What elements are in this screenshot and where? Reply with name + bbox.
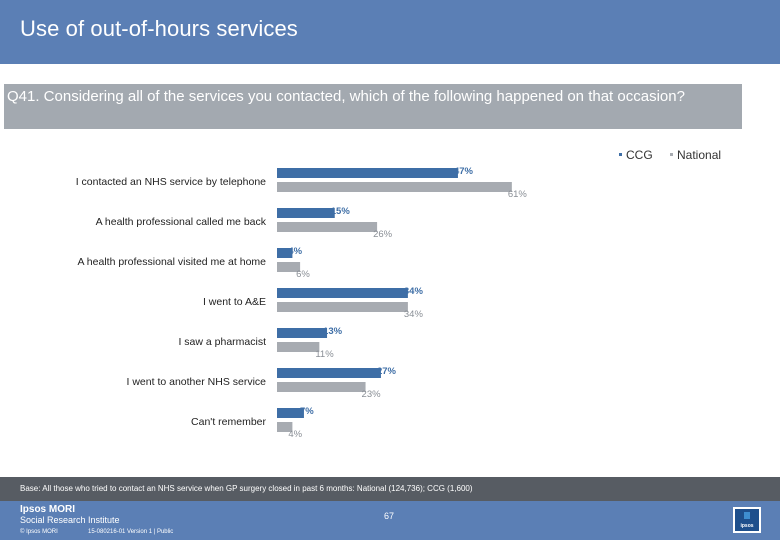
bar-national (277, 382, 366, 392)
ipsos-mori-logo: Ipsos MORI Social Research Institute (20, 504, 120, 526)
legend-swatch-ccg (619, 153, 622, 157)
data-label-national: 34% (404, 309, 424, 320)
bar-chart: I contacted an NHS service by telephone 4… (76, 166, 528, 440)
category-label: I saw a pharmacist (178, 336, 266, 348)
category-label: I went to A&E (203, 296, 266, 308)
page-title: Use of out-of-hours services (20, 16, 298, 41)
category-label: I went to another NHS service (127, 376, 267, 388)
data-label-national: 61% (508, 189, 528, 200)
bar-ccg (277, 248, 293, 258)
bar-national (277, 302, 408, 312)
category-label: A health professional visited me at home (77, 256, 266, 268)
title-bar: Use of out-of-hours services (0, 0, 780, 64)
bar-national (277, 422, 293, 432)
data-label-national: 11% (315, 349, 334, 360)
data-label-national: 6% (296, 269, 310, 280)
bar-ccg (277, 288, 408, 298)
legend-label-national: National (677, 148, 722, 162)
base-note-bar: Base: All those who tried to contact an … (0, 477, 780, 501)
logo-line2: Social Research Institute (20, 515, 120, 525)
data-label-ccg: 27% (377, 366, 397, 377)
question-text: Q41. Considering all of the services you… (7, 88, 685, 105)
bar-ccg (277, 408, 304, 418)
ipsos-badge-logo: ipsos (733, 507, 761, 533)
legend-item-national: National (670, 148, 721, 162)
bar-national (277, 342, 320, 352)
data-label-national: 26% (373, 229, 393, 240)
copyright: © Ipsos MORI (20, 529, 58, 535)
legend-label-ccg: CCG (626, 148, 653, 162)
bar-ccg (277, 168, 458, 178)
data-label-ccg: 15% (331, 206, 351, 217)
page-number: 67 (384, 511, 395, 521)
category-label: Can't remember (191, 416, 266, 428)
bar-ccg (277, 208, 335, 218)
data-label-national: 4% (288, 429, 302, 440)
data-label-ccg: 34% (404, 286, 424, 297)
logo-line1: Ipsos MORI (20, 504, 76, 515)
category-label: I contacted an NHS service by telephone (76, 176, 266, 188)
question-box: Q41. Considering all of the services you… (4, 84, 742, 129)
data-label-national: 23% (362, 389, 382, 400)
bar-ccg (277, 368, 381, 378)
bar-national (277, 222, 378, 232)
data-label-ccg: 47% (454, 166, 474, 177)
legend-swatch-national (670, 153, 673, 157)
job-reference: 15-080216-01 Version 1 | Public (88, 529, 174, 535)
data-label-ccg: 7% (300, 406, 314, 417)
base-note: Base: All those who tried to contact an … (20, 484, 473, 493)
data-label-ccg: 13% (323, 326, 343, 337)
bar-national (277, 182, 512, 192)
category-label: A health professional called me back (96, 216, 267, 228)
bar-national (277, 262, 301, 272)
legend-item-ccg: CCG (619, 148, 653, 162)
data-label-ccg: 4% (288, 246, 302, 257)
footer: Ipsos MORI Social Research Institute 67 … (0, 501, 780, 540)
bar-ccg (277, 328, 328, 338)
